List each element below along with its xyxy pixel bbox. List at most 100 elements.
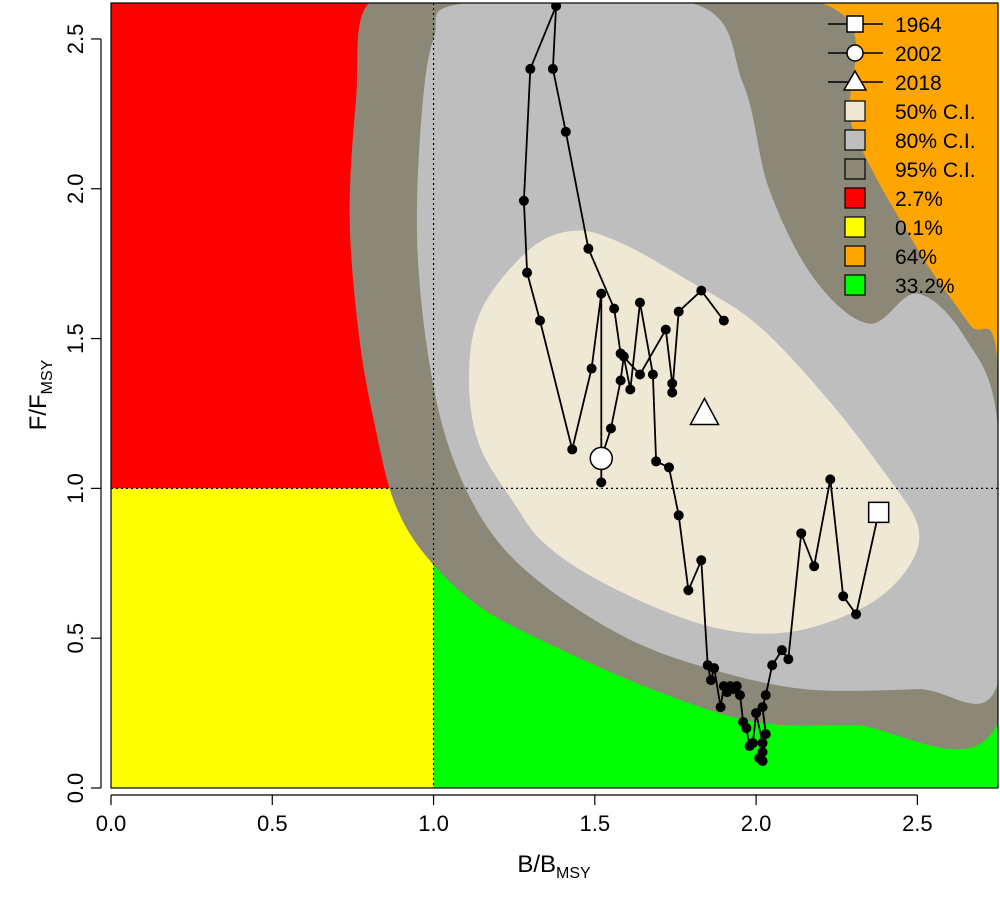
legend-circle-symbol [846, 44, 864, 62]
y-axis-label: F/FMSY [25, 359, 56, 430]
trajectory-point [560, 126, 571, 137]
reference-lines [111, 3, 998, 788]
legend-item: 2002 [828, 43, 942, 66]
trajectory-point [551, 3, 562, 11]
trajectory-point [615, 348, 626, 359]
trajectory-point [667, 387, 678, 398]
trajectory-point [760, 729, 771, 740]
trajectory-point [634, 369, 645, 380]
trajectory-point [673, 510, 684, 521]
trajectory-line [522, 5, 880, 764]
legend-label: 95% C.I. [895, 159, 976, 182]
legend: 1964 2002 2018 50% C.I. 80% C.I. 95% C.I. 2.7%… [828, 14, 976, 298]
legend-swatch [844, 100, 866, 122]
trajectory-point [518, 195, 529, 206]
trajectory-point [744, 741, 755, 752]
trajectory-point [605, 423, 616, 434]
trajectory-point [738, 717, 749, 728]
legend-item: 80% C.I. [844, 129, 976, 153]
legend-swatch [844, 187, 866, 209]
trajectory [518, 3, 884, 767]
legend-label: 0.1% [895, 217, 943, 240]
trajectory-point [522, 267, 533, 278]
trajectory-point [567, 444, 578, 455]
trajectory-point [634, 297, 645, 308]
trajectory-point [783, 654, 794, 665]
trajectory-point [673, 306, 684, 317]
trajectory-point [525, 63, 536, 74]
legend-swatch [844, 216, 866, 238]
trajectory-point [664, 462, 675, 473]
y-tick-label: 0.0 [63, 773, 88, 804]
legend-triangle-symbol [842, 69, 868, 91]
trajectory-point [754, 753, 765, 764]
trajectory-point [705, 675, 716, 686]
y-tick-label: 2.0 [63, 173, 88, 204]
trajectory-point [825, 474, 836, 485]
x-tick-label: 0.0 [96, 811, 127, 836]
x-tick-label: 2.0 [741, 811, 772, 836]
trajectory-point [609, 303, 620, 314]
trajectory-point [776, 645, 787, 656]
trajectory-point [651, 456, 662, 467]
trajectory-point [767, 660, 778, 671]
y-tick-label: 1.0 [63, 473, 88, 504]
legend-label: 1964 [895, 14, 942, 37]
year-markers [589, 396, 890, 524]
legend-item: 95% C.I. [844, 158, 976, 182]
trajectory-point [547, 63, 558, 74]
trajectory-point [715, 702, 726, 713]
trajectory-point [667, 378, 678, 389]
legend-label: 2.7% [895, 188, 943, 211]
plot-frame [110, 2, 999, 789]
axes: 0.0 0.5 1.0 1.5 2.0 2.5 0.0 0.5 1.0 1.5 2.0 2.5 [63, 24, 933, 836]
marker-1964 [867, 501, 890, 524]
trajectory-point [596, 288, 607, 299]
legend-item: 2018 [828, 69, 942, 95]
legend-label: 50% C.I. [895, 101, 976, 124]
trajectory-point [809, 561, 820, 572]
trajectory-point [615, 375, 626, 386]
legend-label: 2018 [895, 72, 942, 95]
trajectory-point [625, 384, 636, 395]
trajectory-point [757, 702, 768, 713]
x-tick-label: 1.5 [580, 811, 611, 836]
trajectory-point [647, 369, 658, 380]
legend-item: 64% [844, 245, 937, 269]
trajectory-point [702, 660, 713, 671]
trajectory-point [718, 681, 729, 692]
x-axis-label: B/BMSY [517, 851, 591, 882]
trajectory-point [696, 285, 707, 296]
legend-label: 64% [895, 246, 937, 269]
trajectory-point [696, 555, 707, 566]
trajectory-point [734, 690, 745, 701]
legend-label: 33.2% [895, 275, 955, 298]
y-tick-label: 1.5 [63, 323, 88, 354]
trajectory-point [851, 609, 862, 620]
legend-square-symbol [846, 15, 864, 33]
x-tick-label: 0.5 [257, 811, 288, 836]
legend-item: 1964 [828, 14, 942, 37]
marker-2002 [589, 446, 614, 471]
x-tick-label: 1.0 [418, 811, 449, 836]
x-tick-label: 2.5 [902, 811, 933, 836]
y-tick-label: 2.5 [63, 24, 88, 55]
legend-item: 33.2% [844, 274, 955, 298]
trajectory-point [683, 585, 694, 596]
trajectory-point [660, 324, 671, 335]
marker-2018 [689, 396, 720, 426]
ci-50-region [468, 230, 920, 634]
trajectory-point [596, 477, 607, 488]
trajectory-point [534, 315, 545, 326]
plot-border [110, 2, 999, 789]
y-tick-label: 0.5 [63, 623, 88, 654]
legend-swatch [844, 274, 866, 296]
legend-item: 0.1% [844, 216, 943, 240]
legend-swatch [844, 129, 866, 151]
quadrant-yellow [111, 488, 434, 788]
trajectory-point [757, 738, 768, 749]
trajectory-point [586, 363, 597, 374]
legend-swatch [844, 158, 866, 180]
